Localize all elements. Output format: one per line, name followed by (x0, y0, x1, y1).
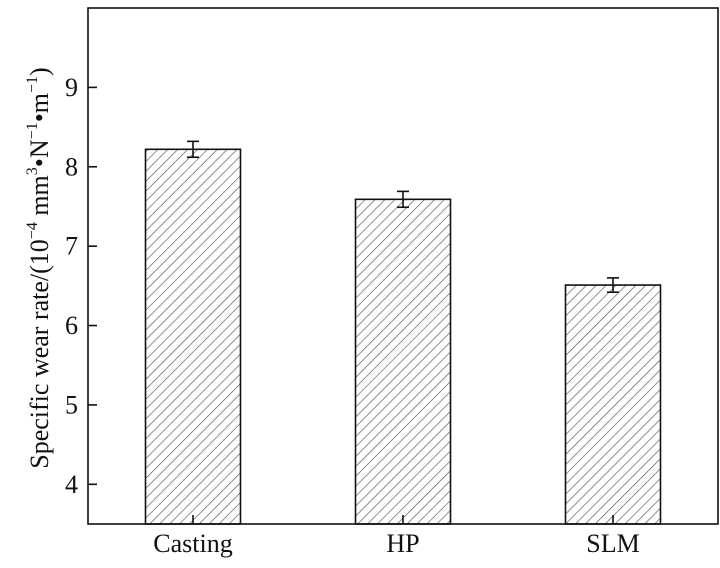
y-tick-label: 5 (65, 390, 78, 419)
error-bars-group (187, 140, 619, 293)
y-label-exp-4: −1 (24, 76, 41, 93)
y-tick-label: 7 (65, 232, 78, 261)
y-tick-label: 8 (65, 152, 78, 181)
x-axis-ticks: Casting HP SLM (153, 515, 640, 558)
y-axis-ticks: 4 5 6 7 8 9 (65, 73, 97, 499)
y-label-unit-1: mm (25, 175, 54, 222)
y-label-close: ) (25, 67, 54, 76)
y-label-unit-3: •m (25, 93, 54, 122)
y-label-unit-2: •N (25, 139, 54, 167)
bar-slm (564, 284, 662, 525)
x-tick-label-slm: SLM (586, 529, 639, 558)
bar-casting (144, 148, 242, 525)
y-label-exp-1: −4 (24, 222, 41, 239)
y-label-exp-2: 3 (24, 167, 41, 175)
y-tick-label: 6 (65, 311, 78, 340)
y-tick-label: 9 (65, 73, 78, 102)
y-label-main: Specific wear rate/(10 (25, 239, 54, 469)
y-label-exp-3: −1 (24, 122, 41, 139)
y-tick-label: 4 (65, 470, 78, 499)
x-tick-label-casting: Casting (153, 529, 232, 558)
x-tick-label-hp: HP (386, 529, 419, 558)
bar-hp (354, 198, 452, 525)
y-axis-label: Specific wear rate/(10−4 mm3•N−1•m−1) (24, 67, 54, 468)
